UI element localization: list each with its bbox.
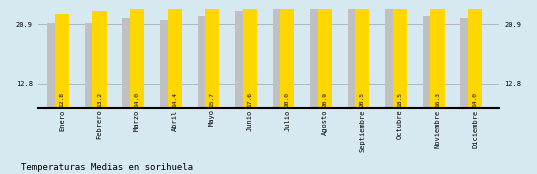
Bar: [243, 0, 257, 108]
Text: 15.7: 15.7: [209, 92, 215, 107]
Bar: [92, 11, 107, 108]
Bar: [85, 23, 99, 108]
Bar: [468, 5, 482, 108]
Text: 20.5: 20.5: [360, 92, 365, 107]
Bar: [310, 5, 324, 108]
Text: 14.0: 14.0: [473, 92, 477, 107]
Text: 14.4: 14.4: [172, 92, 177, 107]
Text: 13.2: 13.2: [97, 92, 102, 107]
Bar: [348, 6, 362, 108]
Bar: [423, 16, 437, 108]
Bar: [385, 9, 400, 108]
Bar: [205, 0, 219, 108]
Bar: [198, 16, 212, 108]
Text: 12.8: 12.8: [60, 92, 64, 107]
Bar: [393, 0, 407, 108]
Bar: [168, 2, 182, 108]
Text: 16.3: 16.3: [435, 92, 440, 107]
Text: 20.0: 20.0: [285, 92, 290, 107]
Bar: [47, 23, 62, 108]
Bar: [430, 0, 445, 108]
Text: 18.5: 18.5: [397, 92, 402, 107]
Text: 14.0: 14.0: [135, 92, 140, 107]
Bar: [55, 14, 69, 108]
Bar: [460, 18, 475, 108]
Bar: [122, 18, 137, 108]
Bar: [355, 0, 369, 108]
Text: 17.6: 17.6: [247, 92, 252, 107]
Text: 20.9: 20.9: [322, 92, 328, 107]
Bar: [160, 20, 175, 108]
Bar: [318, 0, 332, 108]
Bar: [235, 11, 249, 108]
Text: Temperaturas Medias en sorihuela: Temperaturas Medias en sorihuela: [21, 163, 193, 172]
Bar: [130, 5, 144, 108]
Bar: [273, 6, 287, 108]
Bar: [280, 0, 294, 108]
